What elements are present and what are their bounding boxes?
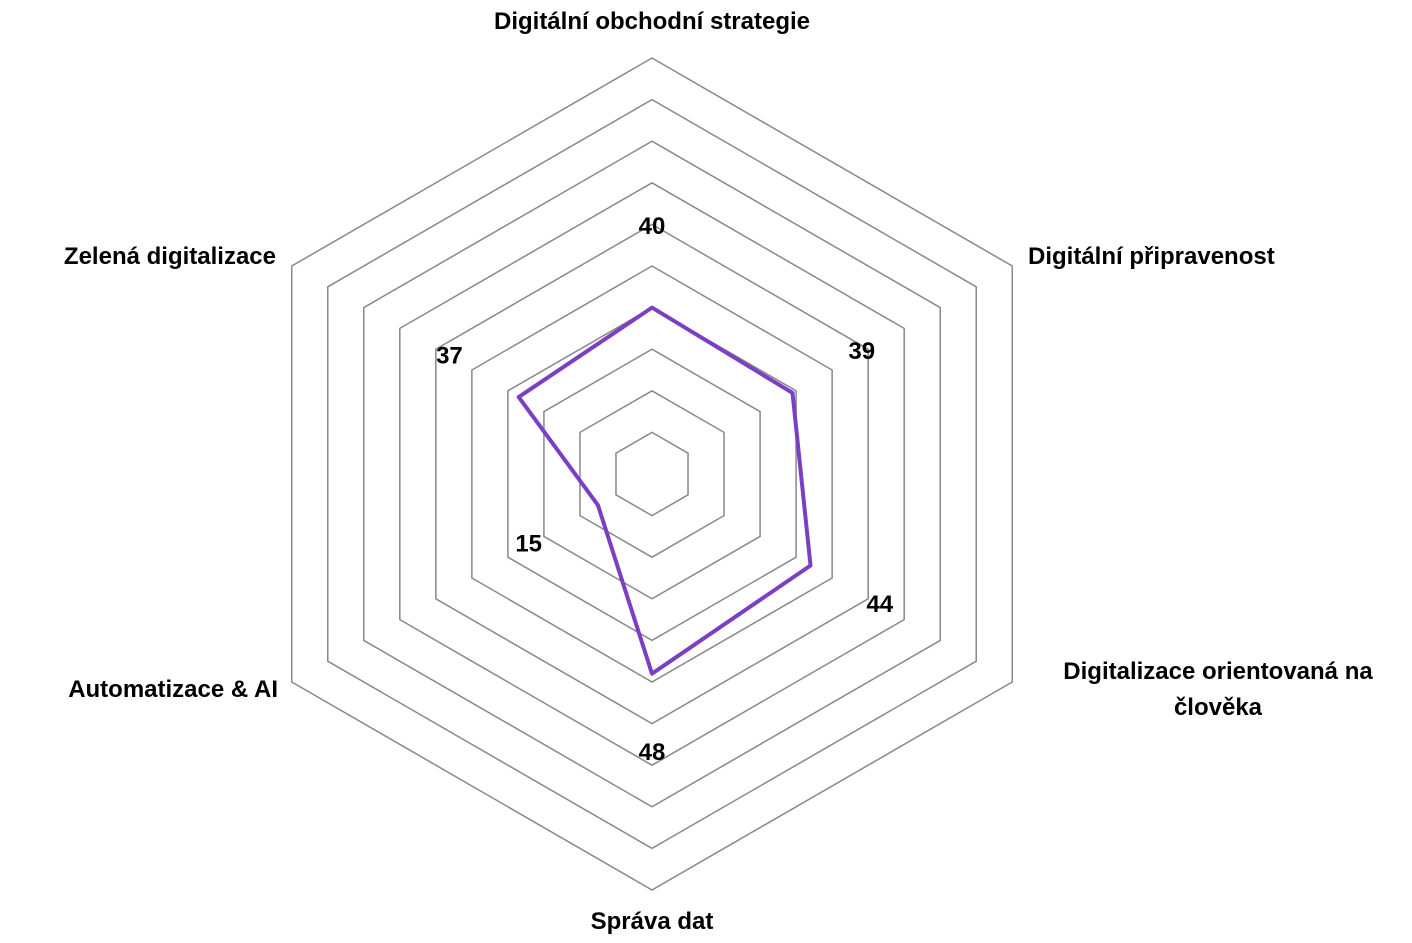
grid-ring xyxy=(507,306,797,642)
grid-ring xyxy=(615,431,689,517)
grid-ring xyxy=(435,223,869,725)
value-label: 48 xyxy=(639,739,666,766)
value-label: 40 xyxy=(639,213,666,240)
grid-ring xyxy=(543,348,761,600)
value-label: 15 xyxy=(515,531,542,558)
grid-ring xyxy=(471,265,833,683)
value-label: 37 xyxy=(436,342,463,369)
value-label: 44 xyxy=(866,591,893,618)
category-label: Digitalizace orientovaná na člověka xyxy=(1063,658,1373,721)
grid-ring xyxy=(327,98,977,850)
grid-ring xyxy=(363,140,941,808)
category-label: Zelená digitalizace xyxy=(63,243,276,270)
grid-ring xyxy=(579,389,725,559)
grid-ring xyxy=(399,181,905,767)
category-label: Digitální obchodní strategie xyxy=(493,8,811,35)
value-label: 39 xyxy=(848,338,875,365)
data-line xyxy=(516,305,813,676)
category-label: Správa dat xyxy=(590,908,714,935)
category-label: Digitální připravenost xyxy=(1028,243,1275,270)
grid-ring xyxy=(290,57,1014,891)
category-label: Automatizace & AI xyxy=(68,676,278,703)
